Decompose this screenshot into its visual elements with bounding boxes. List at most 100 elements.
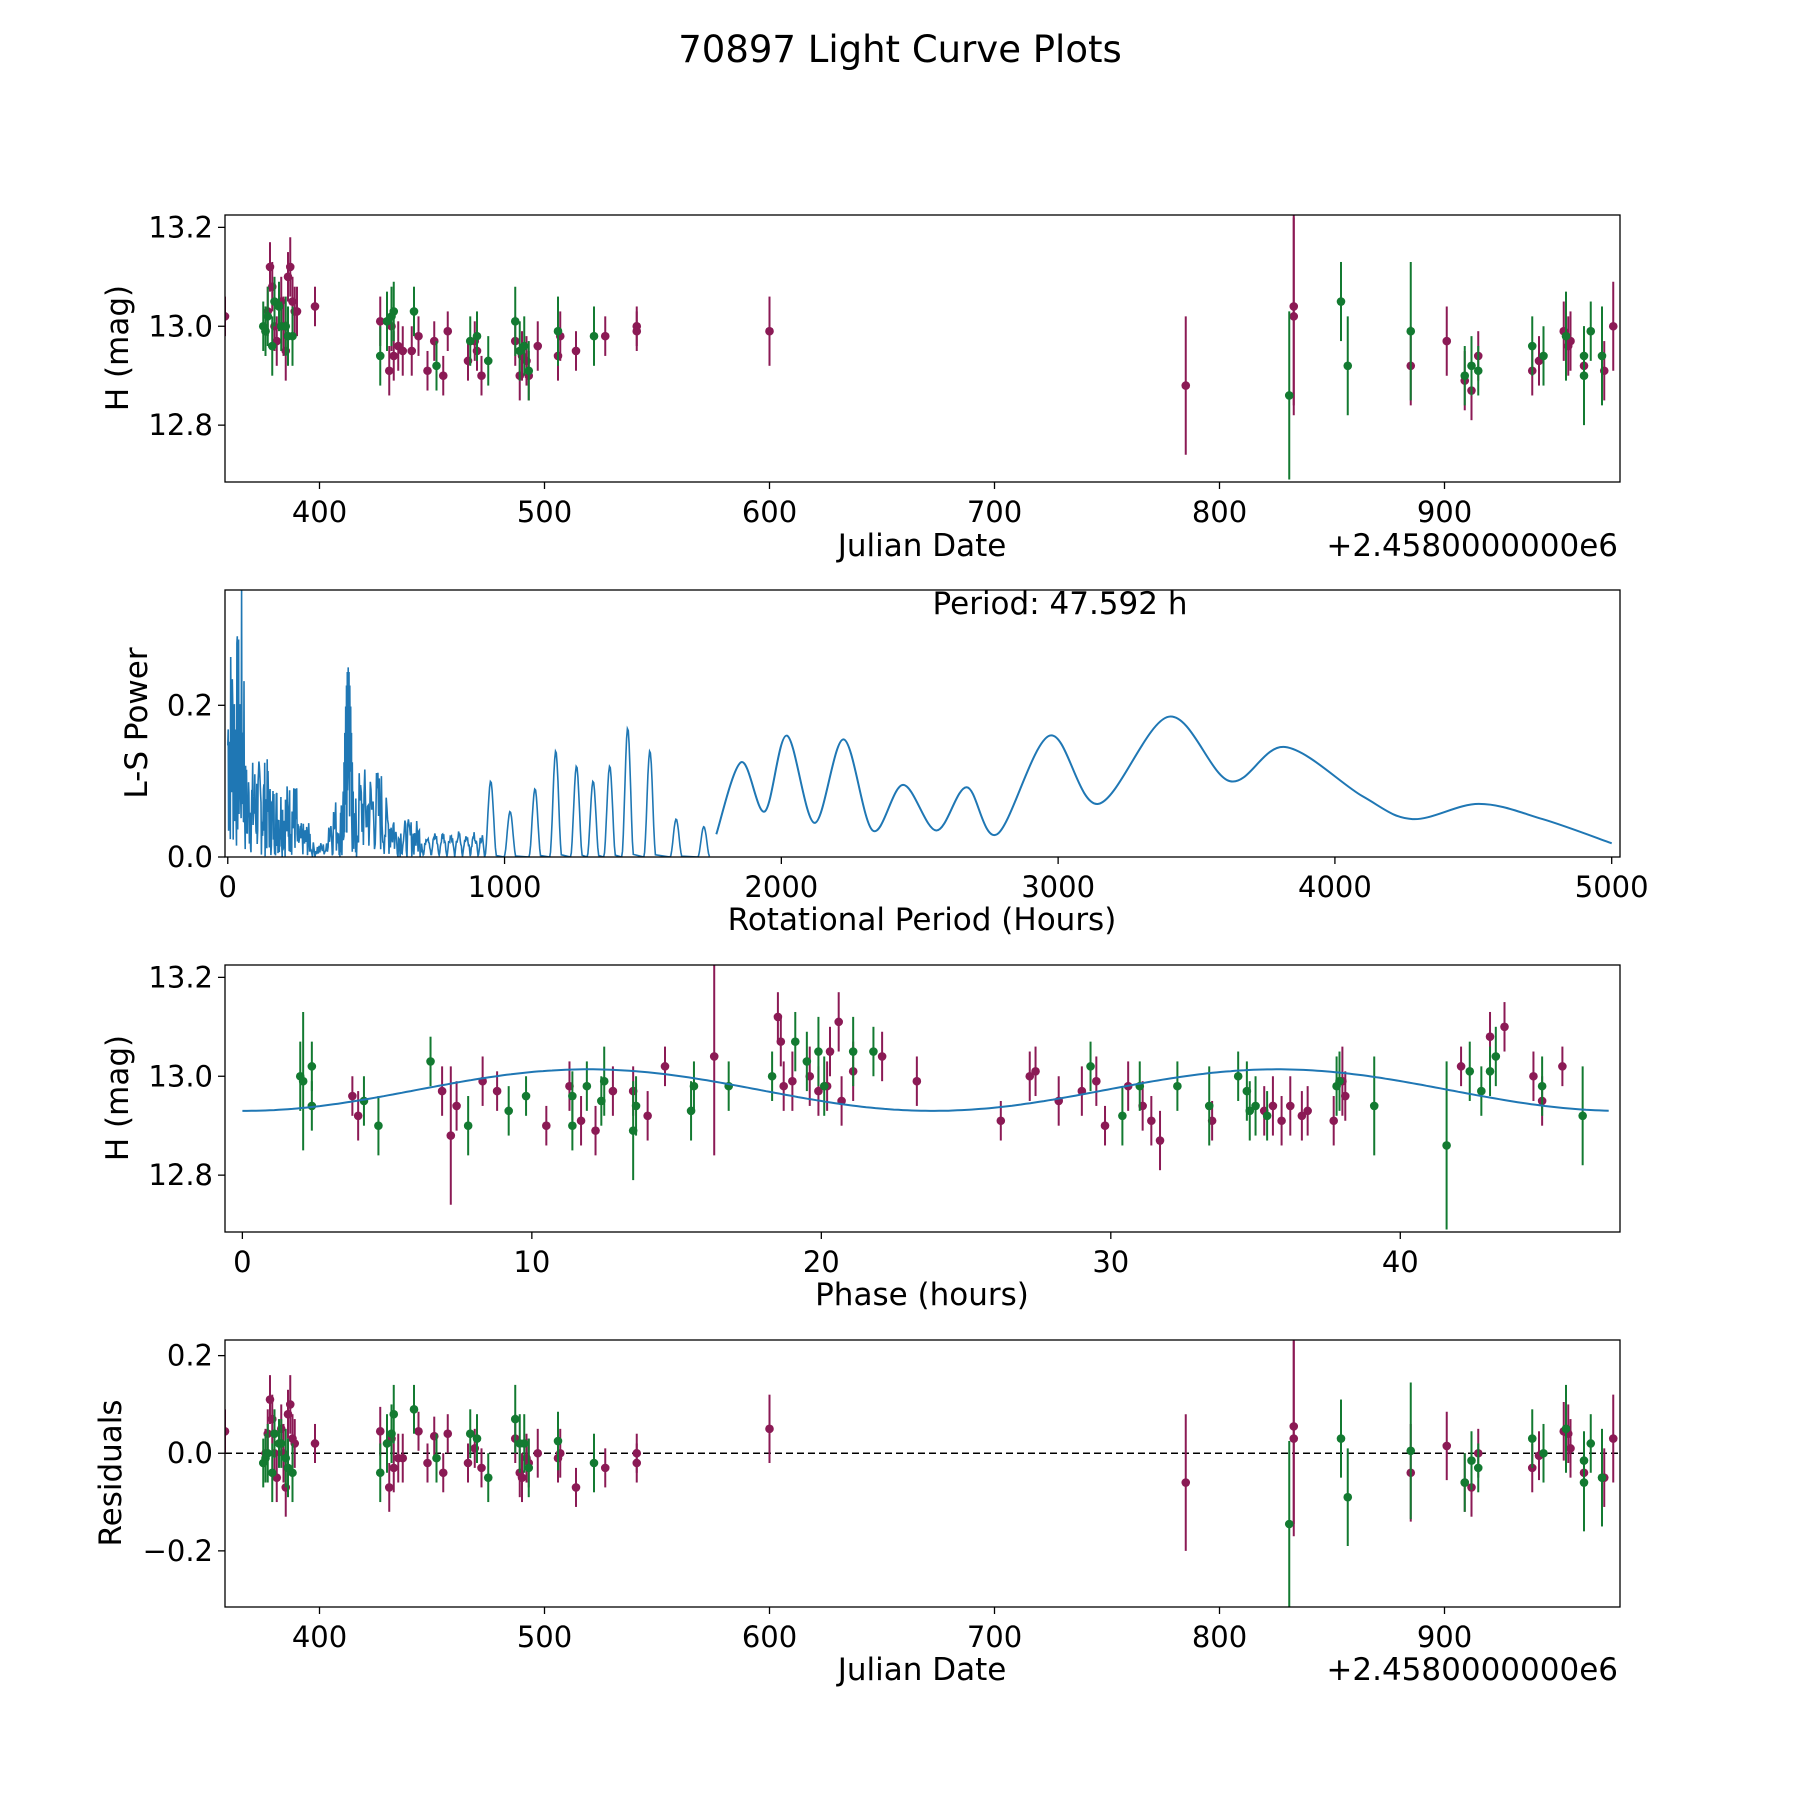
magenta-data-point — [1025, 1071, 1035, 1081]
magenta-data-point — [643, 1111, 652, 1121]
green-data-point — [1561, 1424, 1571, 1434]
green-data-point — [307, 1062, 317, 1071]
magenta-data-point — [438, 1468, 448, 1478]
magenta-data-point — [446, 1131, 456, 1140]
magenta-data-point — [398, 1453, 408, 1463]
x-tick-label: 2000 — [744, 870, 818, 904]
y-tick-label: 13.0 — [148, 1059, 213, 1093]
magenta-data-point — [1092, 1076, 1101, 1086]
green-data-point — [270, 1429, 279, 1439]
green-data-point — [1460, 371, 1470, 380]
magenta-data-point — [225, 312, 230, 321]
green-data-point — [483, 356, 493, 366]
magenta-data-point — [348, 1091, 357, 1101]
magenta-data-point — [375, 1426, 385, 1436]
magenta-data-point — [443, 326, 453, 336]
magenta-data-point — [463, 1458, 473, 1468]
magenta-data-point — [765, 1424, 774, 1434]
magenta-data-point — [310, 1439, 320, 1448]
magenta-data-point — [285, 1400, 295, 1409]
magenta-data-point — [542, 1121, 551, 1130]
green-data-point — [1406, 1446, 1416, 1456]
magenta-data-point — [517, 1473, 527, 1482]
magenta-data-point — [912, 1076, 922, 1086]
green-data-point — [510, 317, 520, 326]
magenta-data-point — [1289, 312, 1299, 321]
periodogram-line-dense — [227, 590, 711, 857]
green-data-point — [1586, 1439, 1596, 1448]
x-tick-label: 400 — [292, 1620, 347, 1654]
residuals-ylabel: Residuals — [93, 1399, 129, 1546]
green-data-point — [1460, 1478, 1470, 1487]
green-data-point — [463, 1121, 473, 1130]
magenta-data-point — [1100, 1121, 1110, 1130]
green-data-point — [382, 1439, 392, 1448]
magenta-data-point — [814, 1086, 823, 1096]
magenta-data-point — [600, 1463, 610, 1473]
phased-plot-area — [242, 965, 1609, 1230]
magenta-data-point — [1500, 1022, 1509, 1032]
y-tick-label: 12.8 — [148, 408, 213, 442]
residuals-xlabel: Julian Date — [836, 1652, 1007, 1688]
green-data-point — [767, 1071, 777, 1081]
green-data-point — [483, 1473, 493, 1482]
magenta-data-point — [384, 1483, 394, 1492]
green-data-point — [510, 1414, 520, 1424]
magenta-data-point — [776, 1037, 786, 1046]
green-data-point — [1336, 297, 1346, 306]
lightcurve-ticks: 400 500 600 700 800 900 12.8 13.0 13.2 — [148, 210, 1472, 529]
residuals-ticks: 400 500 600 700 800 900 −0.2 0.0 0.2 — [143, 1339, 1473, 1654]
magenta-data-point — [1268, 1101, 1278, 1111]
green-data-point — [553, 1436, 563, 1446]
green-data-point — [819, 1081, 829, 1091]
residuals-panel: 400 500 600 700 800 900 −0.2 0.0 0.2 Julian Date… — [93, 1339, 1621, 1688]
green-data-point — [267, 1468, 277, 1478]
green-data-point — [1537, 1081, 1547, 1091]
periodogram-ylabel: L-S Power — [119, 647, 155, 798]
magenta-data-point — [407, 346, 417, 356]
green-data-point — [1336, 1434, 1346, 1443]
green-data-point — [1579, 1478, 1589, 1487]
lightcurve-panel: 400 500 600 700 800 900 12.8 13.0 13.2 Julian Da… — [100, 210, 1621, 564]
green-data-point — [1343, 361, 1353, 371]
green-data-point — [1473, 1463, 1483, 1473]
phased-ticks: 0 10 20 30 40 12.8 13.0 13.2 — [148, 960, 1418, 1279]
x-tick-label: 600 — [742, 495, 797, 529]
phased-frame — [224, 964, 1621, 1233]
periodogram-xlabel: Rotational Period (Hours) — [728, 902, 1117, 938]
phased-ylabel: H (mag) — [100, 1035, 136, 1161]
magenta-data-point — [384, 366, 394, 376]
green-data-point — [409, 1405, 419, 1414]
green-data-point — [1262, 1111, 1272, 1121]
residuals-frame — [224, 1339, 1621, 1608]
magenta-data-point — [533, 341, 543, 351]
green-data-point — [1539, 1448, 1548, 1458]
magenta-data-point — [423, 1458, 432, 1468]
x-tick-label: 30 — [1092, 1245, 1129, 1279]
magenta-data-point — [438, 371, 448, 380]
lightcurve-plot-area — [225, 215, 1618, 480]
figure-title: 70897 Light Curve Plots — [678, 28, 1122, 71]
magenta-data-point — [477, 371, 486, 380]
magenta-data-point — [452, 1101, 461, 1111]
green-data-point — [1369, 1101, 1379, 1111]
green-data-point — [1597, 1473, 1607, 1482]
green-data-point — [1561, 331, 1571, 341]
magenta-data-point — [1297, 1111, 1307, 1121]
magenta-data-point — [779, 1081, 788, 1091]
magenta-data-point — [1031, 1067, 1040, 1076]
magenta-data-point — [1147, 1116, 1156, 1126]
green-data-point — [1477, 1086, 1486, 1096]
magenta-data-point — [996, 1116, 1006, 1126]
magenta-data-point — [353, 1111, 363, 1121]
magenta-data-point — [477, 1463, 486, 1473]
residuals-offset-label: +2.4580000000e6 — [1326, 1652, 1618, 1688]
green-data-point — [504, 1106, 513, 1116]
x-tick-label: 500 — [517, 495, 572, 529]
green-data-point — [1245, 1106, 1255, 1116]
green-data-point — [1284, 391, 1294, 400]
periodogram-ticks: 0 1000 2000 3000 4000 5000 0.0 0.2 — [167, 688, 1649, 904]
magenta-data-point — [765, 326, 774, 336]
periodogram-plot-area — [227, 590, 1613, 857]
